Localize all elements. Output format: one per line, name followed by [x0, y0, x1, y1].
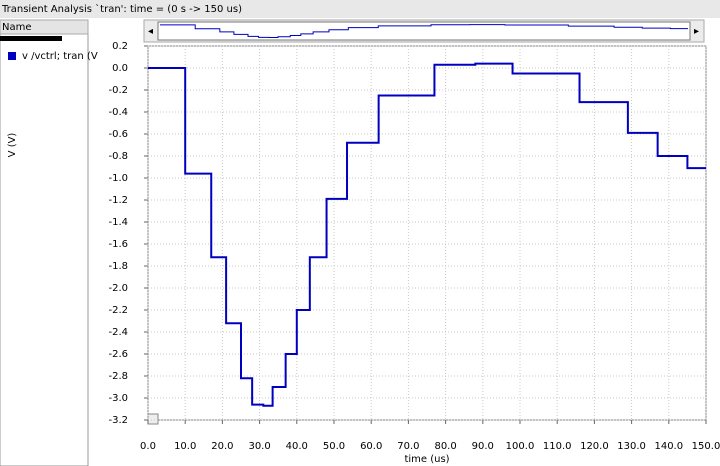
window-title: Transient Analysis `tran': time = (0 s -…: [1, 3, 242, 15]
x-tick-label: 120.0: [580, 441, 609, 452]
title-bar: [0, 0, 720, 18]
y-tick-label: -1.6: [108, 239, 128, 250]
y-tick-label: -0.6: [108, 129, 128, 140]
x-tick-label: 90.0: [472, 441, 494, 452]
y-tick-label: -3.0: [108, 393, 128, 404]
y-tick-label: -2.4: [108, 327, 128, 338]
legend-swatch: [8, 52, 16, 60]
y-tick-label: -2.8: [108, 371, 128, 382]
series-line: [148, 62, 706, 407]
x-tick-label: 20.0: [211, 441, 233, 452]
y-tick-label: -1.8: [108, 261, 128, 272]
x-tick-label: 130.0: [617, 441, 646, 452]
y-tick-label: -0.8: [108, 151, 128, 162]
panel-header-bg: [0, 19, 89, 35]
y-tick-label: -0.2: [108, 85, 128, 96]
scroll-right[interactable]: ▸: [694, 26, 699, 37]
y-tick-label: -1.0: [108, 173, 128, 184]
x-tick-label: 80.0: [434, 441, 456, 452]
overview-line: [160, 24, 688, 38]
y-tick-label: -1.4: [108, 217, 128, 228]
x-tick-label: 40.0: [286, 441, 308, 452]
panel-bar: [0, 36, 62, 41]
zoom-button[interactable]: [147, 413, 159, 425]
scroll-left[interactable]: ◂: [148, 26, 153, 37]
y-tick-label: -2.2: [108, 305, 128, 316]
x-tick-label: 100.0: [506, 441, 535, 452]
y-axis-label: V (V): [7, 133, 18, 158]
x-tick-label: 150.0: [692, 441, 720, 452]
panel-header: Name: [2, 22, 32, 33]
y-tick-label: 0.0: [112, 63, 128, 74]
x-tick-label: 60.0: [360, 441, 382, 452]
y-tick-label: 0.2: [112, 41, 128, 52]
x-tick-label: 110.0: [543, 441, 572, 452]
legend-label: v /vctrl; tran (V: [22, 51, 98, 62]
x-axis-label: time (us): [404, 454, 449, 465]
x-tick-label: 0.0: [140, 441, 156, 452]
x-tick-label: 50.0: [323, 441, 345, 452]
y-tick-label: -2.6: [108, 349, 128, 360]
left-panel: [0, 19, 89, 466]
y-tick-label: -3.2: [108, 415, 128, 426]
overview-thumb[interactable]: [157, 21, 691, 41]
x-tick-label: 30.0: [248, 441, 270, 452]
x-tick-label: 140.0: [654, 441, 683, 452]
x-tick-label: 70.0: [397, 441, 419, 452]
x-tick-label: 10.0: [174, 441, 196, 452]
y-tick-label: -1.2: [108, 195, 128, 206]
y-tick-label: -2.0: [108, 283, 128, 294]
y-tick-label: -0.4: [108, 107, 128, 118]
